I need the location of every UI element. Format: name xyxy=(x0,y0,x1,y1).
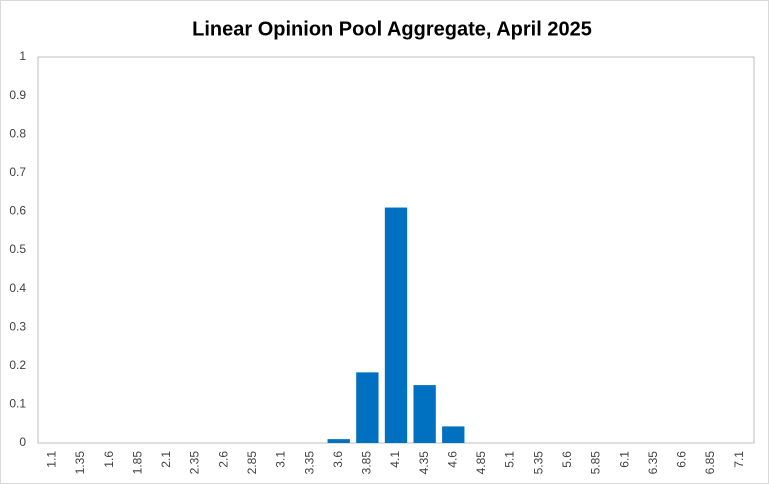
x-tick-label: 6.1 xyxy=(617,451,631,468)
y-tick-label: 0.4 xyxy=(9,281,26,295)
x-tick-label: 6.85 xyxy=(703,451,717,475)
chart-title: Linear Opinion Pool Aggregate, April 202… xyxy=(192,18,592,40)
x-tick-label: 2.6 xyxy=(216,451,230,468)
x-tick-label: 3.1 xyxy=(274,451,288,468)
x-tick-label: 5.35 xyxy=(531,451,545,475)
x-tick-label: 3.6 xyxy=(331,451,345,468)
x-tick-label: 1.1 xyxy=(44,451,58,468)
y-tick-label: 0.3 xyxy=(9,319,26,333)
y-tick-label: 0 xyxy=(19,435,26,449)
x-tick-label: 5.85 xyxy=(589,451,603,475)
x-tick-label: 7.1 xyxy=(732,451,746,468)
x-tick-label: 4.35 xyxy=(417,451,431,475)
y-tick-label: 1 xyxy=(19,49,26,63)
x-tick-label: 1.85 xyxy=(130,451,144,475)
y-tick-label: 0.9 xyxy=(9,88,26,102)
bar xyxy=(413,385,436,443)
bar xyxy=(442,426,465,443)
bar xyxy=(356,372,379,443)
x-tick-label: 1.6 xyxy=(102,451,116,468)
x-tick-label: 3.35 xyxy=(302,451,316,475)
x-tick-label: 5.6 xyxy=(560,451,574,468)
y-tick-label: 0.2 xyxy=(9,358,26,372)
x-tick-label: 4.85 xyxy=(474,451,488,475)
bar xyxy=(327,439,350,443)
y-tick-label: 0.8 xyxy=(9,126,26,140)
x-tick-label: 3.85 xyxy=(360,451,374,475)
y-tick-label: 0.6 xyxy=(9,204,26,218)
bar xyxy=(384,207,408,443)
y-tick-label: 0.1 xyxy=(9,397,26,411)
y-tick-label: 0.7 xyxy=(9,165,26,179)
x-tick-label: 4.6 xyxy=(445,451,459,468)
x-tick-label: 6.35 xyxy=(646,451,660,475)
x-tick-label: 2.35 xyxy=(188,451,202,475)
x-tick-label: 2.1 xyxy=(159,451,173,468)
x-tick-label: 6.6 xyxy=(675,451,689,468)
y-tick-label: 0.5 xyxy=(9,242,26,256)
x-tick-label: 4.1 xyxy=(388,451,402,468)
x-tick-label: 2.85 xyxy=(245,451,259,475)
x-tick-label: 1.35 xyxy=(73,451,87,475)
x-tick-label: 5.1 xyxy=(503,451,517,468)
